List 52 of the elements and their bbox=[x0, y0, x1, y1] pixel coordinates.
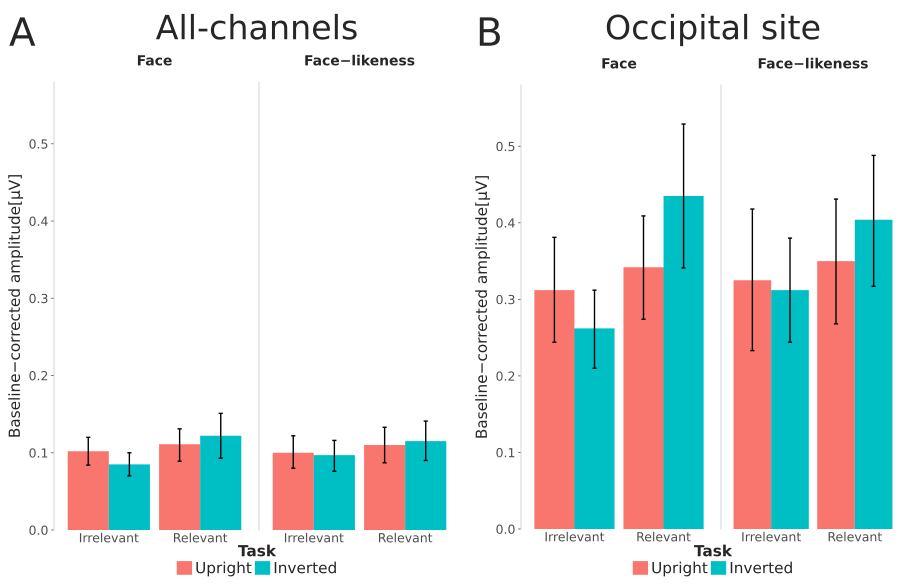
y-axis-title: Baseline−corrected amplitude[μV] bbox=[8, 175, 24, 437]
bar bbox=[364, 445, 406, 530]
y-tick-label: 0.1 bbox=[29, 448, 48, 458]
bar bbox=[574, 328, 615, 529]
x-tick-label: Irrelevant bbox=[742, 532, 801, 542]
y-tick-label: 0.2 bbox=[496, 371, 514, 381]
y-tick-label: 0.4 bbox=[496, 218, 515, 228]
y-tick-label: 0.3 bbox=[29, 294, 48, 304]
x-tick-label: Relevant bbox=[378, 532, 432, 542]
y-tick-label: 0.0 bbox=[29, 525, 48, 535]
bar bbox=[108, 464, 150, 530]
y-axis-title: Baseline−corrected amplitude[μV] bbox=[475, 176, 490, 438]
y-tick-label: 0.2 bbox=[29, 370, 48, 380]
chart-title: Face bbox=[138, 55, 172, 66]
bar bbox=[854, 220, 892, 529]
chart-title: Face bbox=[602, 58, 636, 69]
text: Occipital site bbox=[606, 14, 820, 46]
legend-label: Upright bbox=[196, 562, 252, 576]
x-tick-label: Relevant bbox=[637, 532, 691, 542]
chart-title: Face−likeness bbox=[758, 58, 868, 69]
bar bbox=[405, 441, 446, 530]
bar bbox=[771, 290, 809, 529]
chart-title: Face−likeness bbox=[305, 54, 414, 66]
y-tick-label: 0.0 bbox=[496, 524, 515, 534]
bar bbox=[817, 261, 855, 529]
x-tick-label: Relevant bbox=[828, 532, 882, 542]
x-tick-label: Irrelevant bbox=[80, 532, 139, 542]
x-tick-label: Relevant bbox=[174, 532, 228, 542]
y-tick-label: 0.5 bbox=[29, 139, 48, 149]
legend-label: Inverted bbox=[274, 562, 336, 574]
x-axis-title: Task bbox=[694, 544, 732, 556]
y-tick-label: 0.3 bbox=[496, 294, 514, 304]
text: B bbox=[480, 17, 500, 46]
x-tick-label: Irrelevant bbox=[284, 532, 344, 542]
text: A bbox=[9, 17, 36, 46]
bar bbox=[734, 280, 772, 529]
legend-label: Upright bbox=[652, 562, 708, 576]
text: All-channels bbox=[156, 14, 357, 40]
bar bbox=[623, 267, 664, 529]
legend-label: Inverted bbox=[730, 562, 792, 574]
y-tick-label: 0.4 bbox=[29, 216, 48, 226]
bar bbox=[314, 455, 355, 530]
bar bbox=[272, 452, 314, 530]
bar bbox=[159, 444, 200, 530]
x-tick-label: Irrelevant bbox=[546, 532, 604, 542]
y-tick-label: 0.1 bbox=[496, 448, 514, 458]
bar bbox=[534, 290, 574, 529]
bar bbox=[664, 196, 704, 529]
bar bbox=[68, 451, 109, 530]
x-axis-title: Task bbox=[238, 544, 276, 556]
y-tick-label: 0.5 bbox=[496, 142, 514, 152]
bar bbox=[200, 436, 242, 530]
